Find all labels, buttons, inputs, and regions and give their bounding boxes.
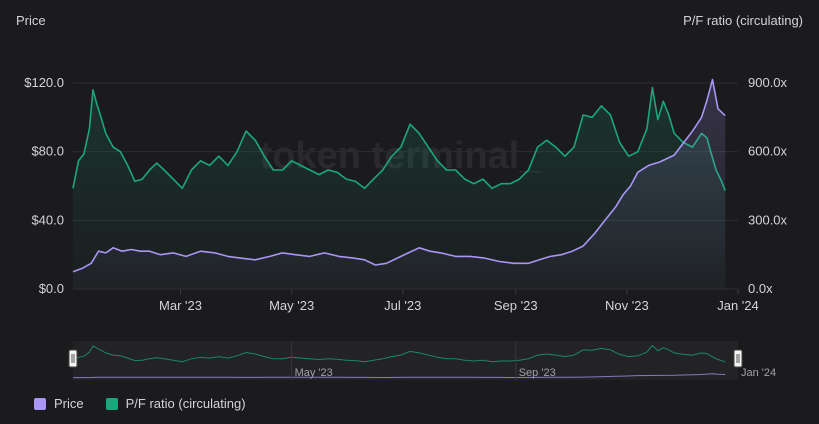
navigator-left-handle[interactable] [68,349,78,368]
x-axis-ticks: Mar '23 May '23 Jul '23 Sep '23 Nov '23 Jan '… [159,289,759,313]
x-tick-label: Jan '24 [717,298,759,313]
right-axis-ticks: 0.0x 300.0x 600.0x 900.0x [748,75,788,296]
legend-swatch-pf-ratio [105,397,118,410]
x-tick-label: Mar '23 [159,298,202,313]
left-axis-ticks: $0.0 $40.0 $80.0 $120.0 [24,75,64,296]
legend-swatch-price [34,397,46,410]
left-axis-title: Price [16,13,46,28]
series-layer[interactable] [72,78,726,289]
right-tick-label: 300.0x [748,212,788,227]
navigator-ticks: May '23 Sep '23 Jan '24 [291,341,776,380]
x-tick-label: Nov '23 [605,298,649,313]
series-area-pf-ratio [73,87,726,289]
x-tick-label: Jul '23 [384,298,421,313]
legend-label-price: Price [54,396,84,411]
series-line-pf-ratio[interactable] [72,86,726,191]
left-tick-label: $40.0 [31,212,64,227]
navigator[interactable]: May '23 Sep '23 Jan '24 [68,341,776,380]
series-line-price[interactable] [72,78,726,273]
x-tick-label: Sep '23 [494,298,538,313]
x-tick-label: May '23 [269,298,314,313]
navigator-line-pf-ratio [72,344,726,363]
right-tick-label: 600.0x [748,144,788,159]
navigator-line-price [73,373,726,379]
navigator-tick-label: Jan '24 [741,367,776,379]
series-area-price [73,79,726,289]
right-tick-label: 900.0x [748,75,788,90]
navigator-tick-label: Sep '23 [519,367,556,379]
navigator-series [72,344,726,379]
left-tick-label: $120.0 [24,75,64,90]
legend-label-pf-ratio: P/F ratio (circulating) [125,396,246,411]
navigator-background[interactable] [73,341,738,380]
legend: Price P/F ratio (circulating) [34,396,246,411]
navigator-right-handle[interactable] [733,349,743,368]
right-axis-title: P/F ratio (circulating) [683,13,803,28]
left-tick-label: $0.0 [39,281,64,296]
legend-item-price[interactable]: Price [34,396,84,411]
right-tick-label: 0.0x [748,281,773,296]
legend-item-pf-ratio[interactable]: P/F ratio (circulating) [105,396,246,411]
navigator-tick-label: May '23 [295,367,333,379]
left-tick-label: $80.0 [31,144,64,159]
